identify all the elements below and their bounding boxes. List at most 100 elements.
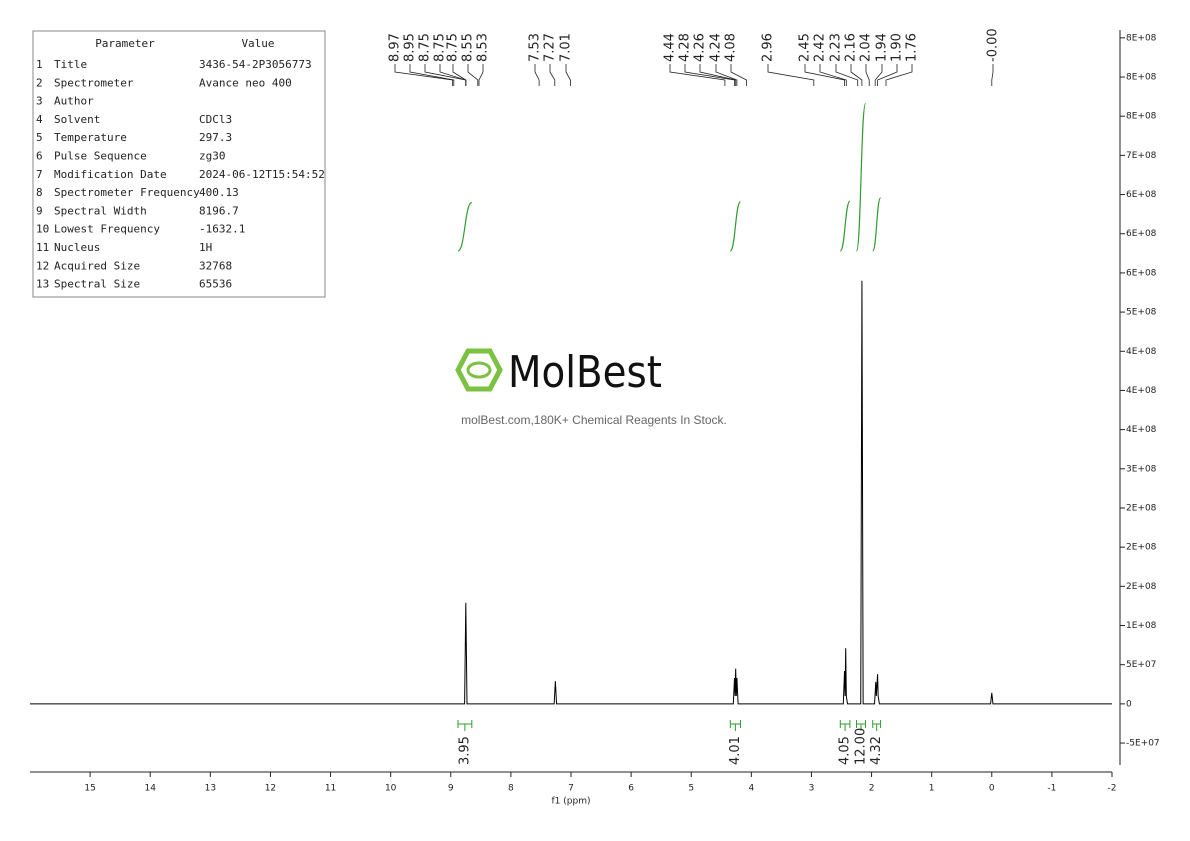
peak-label: 8.75 [418, 33, 433, 62]
parameter-value: 2024-06-12T15:54:52 [199, 168, 325, 181]
parameter-value: 32768 [199, 259, 232, 272]
peak-label: 2.16 [844, 33, 859, 62]
x-tick-label: 6 [628, 784, 634, 794]
integral-curve [729, 201, 742, 252]
table-header: Parameter [95, 37, 155, 50]
parameter-name: Spectrometer [54, 76, 134, 89]
parameter-name: Pulse Sequence [54, 150, 147, 163]
y-tick-label: 2E+08 [1126, 543, 1157, 553]
row-number: 3 [36, 95, 43, 108]
x-tick-label: 14 [144, 784, 156, 794]
integral-bracket [856, 720, 867, 731]
row-number: 4 [36, 113, 43, 126]
x-tick-label: 8 [508, 784, 514, 794]
x-tick-label: 0 [989, 784, 995, 794]
row-number: 10 [36, 223, 49, 236]
parameter-name: Modification Date [54, 168, 167, 181]
peak-label: 4.24 [709, 33, 724, 62]
peak-label: 2.45 [798, 33, 813, 62]
row-number: 11 [36, 241, 49, 254]
x-axis-label: f1 (ppm) [552, 797, 591, 807]
parameter-value: zg30 [199, 150, 226, 163]
peak-connector [730, 64, 747, 86]
x-tick-label: 2 [869, 784, 875, 794]
parameter-value: -1632.1 [199, 223, 245, 236]
y-tick-label: 8E+08 [1126, 112, 1157, 122]
x-tick-label: 3 [809, 784, 815, 794]
integral-bracket [839, 720, 851, 731]
tagline: molBest.com,180K+ Chemical Reagents In S… [461, 413, 727, 427]
peak-label: -0.00 [986, 28, 1001, 62]
peak-connector [874, 64, 883, 86]
peak-label: 4.28 [678, 33, 693, 62]
row-number: 5 [36, 131, 43, 144]
row-number: 7 [36, 168, 43, 181]
peak-label: 4.26 [693, 33, 708, 62]
x-tick-label: 5 [688, 784, 694, 794]
integral-curve [872, 197, 882, 252]
peak-label: 1.76 [905, 33, 920, 62]
peak-connector [885, 64, 913, 86]
y-tick-label: 8E+08 [1126, 73, 1157, 83]
y-tick-label: 6E+08 [1126, 229, 1157, 239]
peak-connector [534, 64, 540, 86]
y-tick-label: 4E+08 [1126, 386, 1157, 396]
peak-label: 8.75 [446, 33, 461, 62]
parameter-value: 400.13 [199, 186, 239, 199]
parameter-value: 65536 [199, 278, 232, 291]
x-tick-label: 12 [265, 784, 276, 794]
peak-connector [715, 64, 738, 86]
peak-connector [877, 64, 898, 86]
y-tick-label: 3E+08 [1126, 464, 1157, 474]
peak-label: 2.23 [829, 33, 844, 62]
peak-label: 8.75 [433, 33, 448, 62]
peak-connector [565, 64, 571, 86]
peak-connector [394, 64, 453, 86]
x-tick-label: 1 [929, 784, 935, 794]
integral-curve [457, 201, 473, 252]
integral-bracket [729, 720, 742, 731]
peak-connector [409, 64, 455, 86]
integral-label: 3.95 [457, 736, 472, 765]
peak-connector [669, 64, 726, 86]
integral-curve [855, 102, 867, 252]
peak-label: 1.94 [875, 33, 890, 62]
peak-label: 2.42 [813, 33, 828, 62]
parameter-name: Solvent [54, 113, 100, 126]
parameter-value: 297.3 [199, 131, 232, 144]
integral-curve [839, 200, 851, 252]
row-number: 6 [36, 150, 43, 163]
peak-connector [452, 64, 467, 86]
peak-label: 7.27 [543, 33, 558, 62]
row-number: 9 [36, 204, 43, 217]
peak-label: 7.53 [528, 33, 543, 62]
parameter-name: Spectrometer Frequency [54, 186, 200, 199]
peak-connector [467, 64, 479, 86]
peak-connector [424, 64, 467, 86]
peak-label: 8.55 [461, 33, 476, 62]
y-tick-label: 4E+08 [1126, 347, 1157, 357]
row-number: 12 [36, 259, 49, 272]
peak-label: 4.44 [663, 33, 678, 62]
parameter-name: Lowest Frequency [54, 223, 160, 236]
y-tick-label: 2E+08 [1126, 503, 1157, 513]
peak-connector [699, 64, 737, 86]
y-tick-label: 4E+08 [1126, 425, 1157, 435]
peak-label: 8.95 [403, 33, 418, 62]
parameter-name: Spectral Size [54, 278, 140, 291]
y-tick-label: 0 [1126, 699, 1132, 709]
peak-label: 1.90 [890, 33, 905, 62]
y-tick-label: 2E+08 [1126, 582, 1157, 592]
logo-hexagon [455, 348, 503, 392]
peak-connector [991, 64, 994, 86]
peak-connector [549, 64, 556, 86]
integral-bracket [872, 720, 882, 731]
row-number: 1 [36, 58, 43, 71]
y-tick-label: 7E+08 [1126, 151, 1157, 161]
integral-label: 4.32 [869, 736, 884, 765]
parameter-value: CDCl3 [199, 113, 232, 126]
parameter-name: Nucleus [54, 241, 100, 254]
peak-label: 7.01 [559, 33, 574, 62]
peak-label: 4.08 [724, 33, 739, 62]
x-tick-label: 11 [325, 784, 336, 794]
